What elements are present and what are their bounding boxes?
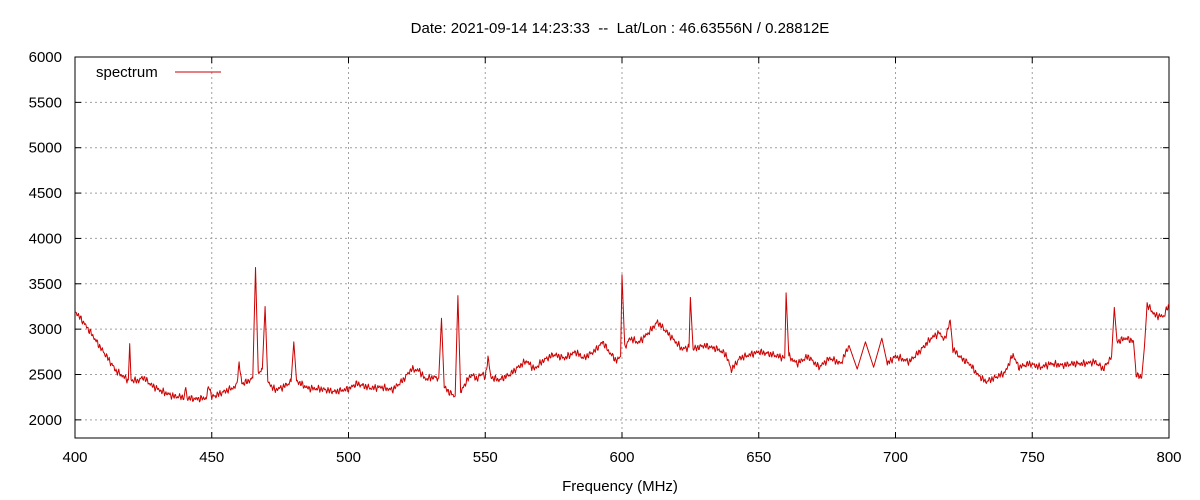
x-tick-label: 550 xyxy=(473,449,498,466)
y-tick-label: 3000 xyxy=(29,321,62,338)
x-axis-label: Frequency (MHz) xyxy=(562,478,678,495)
x-tick-label: 700 xyxy=(883,449,908,466)
series-line-spectrum xyxy=(74,266,1170,403)
x-tick-label: 800 xyxy=(1156,449,1181,466)
y-tick-label: 3500 xyxy=(29,276,62,293)
legend: spectrum xyxy=(96,64,221,81)
y-tick-label: 5500 xyxy=(29,94,62,111)
y-tick-label: 4000 xyxy=(29,230,62,247)
series-layer xyxy=(74,266,1170,403)
y-tick-label: 2000 xyxy=(29,412,62,429)
x-tick-label: 750 xyxy=(1020,449,1045,466)
x-tick-label: 500 xyxy=(336,449,361,466)
y-tick-label: 6000 xyxy=(29,49,62,66)
grid-lines xyxy=(75,57,1169,438)
x-tick-label: 600 xyxy=(609,449,634,466)
y-tick-label: 5000 xyxy=(29,140,62,157)
chart-title: Date: 2021-09-14 14:23:33 -- Lat/Lon : 4… xyxy=(411,20,830,37)
y-tick-label: 2500 xyxy=(29,367,62,384)
legend-label-spectrum: spectrum xyxy=(96,64,158,81)
x-tick-label: 450 xyxy=(199,449,224,466)
x-tick-label: 650 xyxy=(746,449,771,466)
axis-ticks xyxy=(74,56,1170,438)
x-tick-label: 400 xyxy=(62,449,87,466)
y-tick-label: 4500 xyxy=(29,185,62,202)
x-tick-labels: 400 450 500 550 600 650 700 750 800 xyxy=(62,449,1181,466)
y-tick-labels: 2000 2500 3000 3500 4000 4500 5000 5500 6000 xyxy=(29,49,62,429)
